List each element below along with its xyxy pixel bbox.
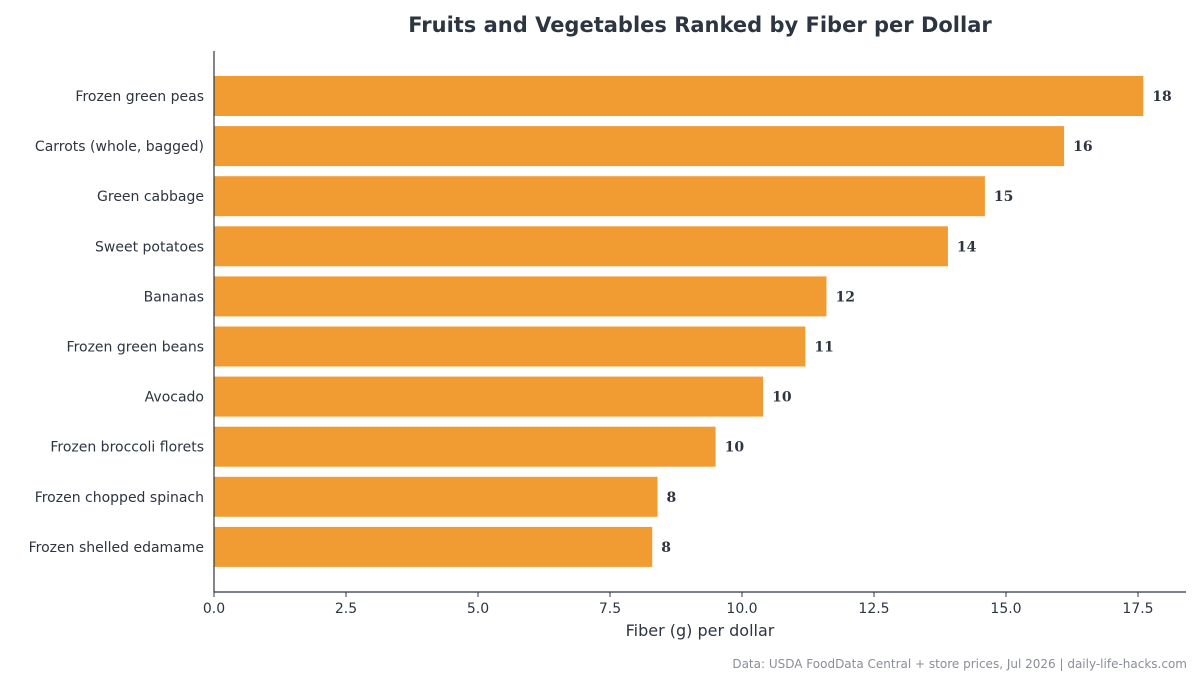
bar-9 bbox=[214, 526, 653, 567]
x-tick-label: 7.5 bbox=[599, 601, 621, 617]
bar-4 bbox=[214, 276, 827, 317]
category-label: Frozen green peas bbox=[75, 89, 204, 105]
category-labels: Frozen green peas Carrots (whole, bagged)… bbox=[29, 89, 204, 556]
x-tick-label: 15.0 bbox=[990, 601, 1021, 617]
value-label: 11 bbox=[814, 340, 833, 356]
value-label: 8 bbox=[667, 490, 677, 506]
category-label: Green cabbage bbox=[97, 189, 204, 205]
x-tick-label: 0.0 bbox=[203, 601, 225, 617]
value-label: 10 bbox=[772, 390, 792, 406]
bar-6 bbox=[214, 376, 764, 417]
x-tick-label: 5.0 bbox=[467, 601, 489, 617]
x-tick-label: 10.0 bbox=[726, 601, 757, 617]
x-tick-label: 2.5 bbox=[335, 601, 357, 617]
bar-0 bbox=[214, 76, 1144, 116]
category-label: Avocado bbox=[145, 390, 204, 406]
category-label: Sweet potatoes bbox=[95, 239, 204, 255]
bar-5 bbox=[214, 326, 806, 367]
value-label: 12 bbox=[835, 289, 854, 305]
x-tick-label: 17.5 bbox=[1122, 601, 1153, 617]
category-label: Frozen green beans bbox=[67, 340, 204, 356]
chart-title: Fruits and Vegetables Ranked by Fiber pe… bbox=[408, 13, 992, 37]
bar-2 bbox=[214, 176, 985, 217]
bar-7 bbox=[214, 426, 716, 467]
value-label: 16 bbox=[1073, 139, 1092, 155]
value-label: 10 bbox=[725, 440, 745, 456]
category-label: Bananas bbox=[144, 289, 204, 305]
bar-8 bbox=[214, 476, 658, 517]
bars-layer bbox=[214, 76, 1144, 567]
source-footnote: Data: USDA FoodData Central + store pric… bbox=[732, 657, 1187, 671]
x-axis-label: Fiber (g) per dollar bbox=[626, 621, 775, 640]
category-label: Frozen shelled edamame bbox=[29, 540, 204, 556]
value-label: 8 bbox=[661, 540, 671, 556]
bar-3 bbox=[214, 226, 948, 267]
category-label: Frozen chopped spinach bbox=[35, 490, 204, 506]
value-label: 14 bbox=[957, 239, 977, 255]
category-label: Carrots (whole, bagged) bbox=[35, 139, 204, 155]
category-label: Frozen broccoli florets bbox=[50, 440, 204, 456]
value-label: 18 bbox=[1152, 89, 1171, 105]
value-labels: 18 16 15 14 12 11 10 10 8 8 bbox=[661, 89, 1172, 556]
bar-1 bbox=[214, 126, 1065, 167]
value-label: 15 bbox=[994, 189, 1013, 205]
x-axis-ticks: 0.0 2.5 5.0 7.5 10.0 12.5 15.0 17.5 bbox=[203, 592, 1154, 617]
x-tick-label: 12.5 bbox=[858, 601, 889, 617]
